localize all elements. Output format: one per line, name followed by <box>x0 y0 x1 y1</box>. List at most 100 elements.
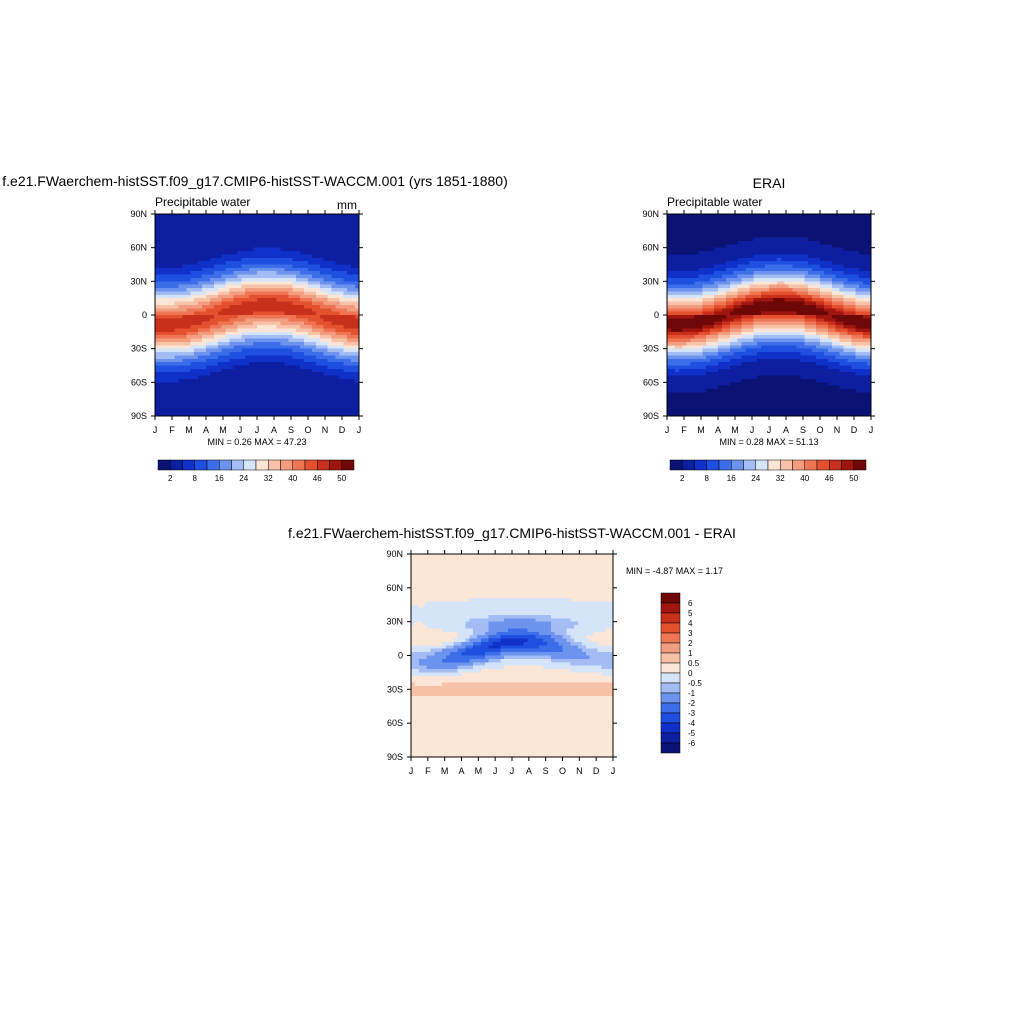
contour-cell <box>839 247 845 252</box>
contour-cell <box>182 267 187 272</box>
contour-cell <box>335 378 340 383</box>
contour-cell <box>796 318 801 323</box>
contour-cell <box>288 368 293 373</box>
contour-cell <box>237 389 242 394</box>
contour-cell <box>264 304 270 309</box>
contour-cell <box>678 301 684 306</box>
contour-cell <box>186 318 191 323</box>
contour-cell <box>198 395 203 400</box>
contour-cell <box>804 244 809 249</box>
contour-cell <box>674 311 680 316</box>
contour-cell <box>686 267 692 272</box>
colorbar-swatch <box>329 459 342 471</box>
contour-cell <box>784 321 790 326</box>
contour-cell <box>292 395 297 400</box>
contour-cell <box>158 358 164 363</box>
contour-cell <box>698 251 703 255</box>
contour-cell <box>816 311 821 316</box>
contour-cell <box>721 315 727 319</box>
contour-cell <box>304 301 309 306</box>
contour-cell <box>355 217 360 222</box>
contour-cell <box>812 315 817 319</box>
contour-cell <box>174 288 180 293</box>
contour-cell <box>288 409 293 414</box>
contour-cell <box>741 220 747 225</box>
contour-cell <box>178 217 184 222</box>
contour-cell <box>737 311 743 316</box>
contour-cell <box>761 291 766 296</box>
contour-cell <box>300 365 305 370</box>
contour-cell <box>690 301 696 306</box>
contour-cell <box>264 251 270 255</box>
contour-cell <box>158 264 164 269</box>
contour-cell <box>863 301 868 306</box>
contour-cell <box>319 247 325 252</box>
contour-cell <box>182 368 187 373</box>
contour-cell <box>237 392 242 397</box>
contour-cell <box>319 244 325 249</box>
contour-cell <box>694 264 699 269</box>
contour-cell <box>343 368 348 373</box>
contour-cell <box>209 412 215 417</box>
contour-cell <box>292 224 297 229</box>
contour-cell <box>831 308 837 313</box>
contour-cell <box>331 291 337 296</box>
contour-cell <box>300 395 305 400</box>
contour-cell <box>170 392 176 397</box>
contour-cell <box>729 308 735 313</box>
contour-cell <box>827 315 833 319</box>
contour-cell <box>319 331 325 336</box>
contour-cell <box>284 362 289 367</box>
contour-cell <box>166 301 172 306</box>
contour-cell <box>343 294 348 299</box>
contour-cell <box>757 291 762 296</box>
contour-cell <box>268 271 274 276</box>
contour-cell <box>772 237 778 242</box>
contour-cell <box>319 224 325 229</box>
contour-cell <box>158 261 164 266</box>
contour-cell <box>670 244 676 249</box>
contour-cell <box>245 355 250 360</box>
contour-cell <box>166 328 172 333</box>
contour-cell <box>194 378 199 383</box>
contour-cell <box>729 274 735 279</box>
contour-cell <box>284 240 289 245</box>
contour-cell <box>233 308 238 313</box>
contour-cell <box>155 217 160 222</box>
contour-cell <box>268 234 274 239</box>
contour-cell <box>682 288 688 293</box>
contour-cell <box>702 294 707 299</box>
contour-cell <box>233 368 238 373</box>
contour-cell <box>319 402 325 407</box>
contour-cell <box>162 355 168 360</box>
contour-cell <box>343 338 348 343</box>
contour-cell <box>241 409 246 414</box>
contour-cell <box>233 247 238 252</box>
contour-cell <box>749 291 754 296</box>
contour-cell <box>776 284 782 289</box>
contour-cell <box>331 237 337 242</box>
contour-cell <box>288 325 293 330</box>
contour-cell <box>166 277 172 282</box>
contour-cell <box>863 284 868 289</box>
contour-cell <box>268 385 274 390</box>
contour-cell <box>843 321 849 326</box>
contour-cell <box>784 257 790 262</box>
contour-cell <box>276 217 282 222</box>
contour-cell <box>209 227 215 232</box>
contour-cell <box>772 281 778 286</box>
contour-cell <box>355 224 360 229</box>
contour-cell <box>249 375 254 380</box>
contour-cell <box>804 315 809 319</box>
contour-cell <box>260 251 266 255</box>
contour-cell <box>319 412 325 417</box>
contour-cell <box>300 264 305 269</box>
contour-cell <box>237 378 242 383</box>
contour-cell <box>776 294 782 299</box>
contour-cell <box>682 247 688 252</box>
contour-cell <box>233 405 238 410</box>
contour-cell <box>202 214 207 218</box>
contour-cell <box>670 325 676 330</box>
contour-cell <box>323 308 329 313</box>
contour-cell <box>820 237 825 242</box>
